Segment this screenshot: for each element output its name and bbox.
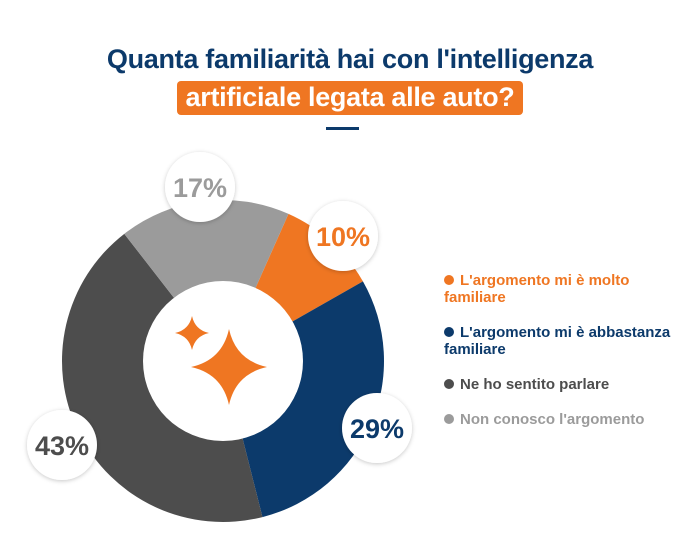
sparkles-icon <box>175 316 267 405</box>
legend-label: L'argomento mi è abbastanza familiare <box>444 324 671 358</box>
legend-label: Non conosco l'argomento <box>460 411 645 428</box>
legend-dot <box>444 379 454 389</box>
legend-label: Ne ho sentito parlare <box>460 376 610 393</box>
data-label-bubble <box>342 393 412 463</box>
chart-title-line1: Quanta familiarità hai con l'intelligenz… <box>106 44 594 74</box>
donut-slice <box>124 200 289 361</box>
legend-item: Ne ho sentito parlare <box>444 376 684 393</box>
data-label-bubble <box>165 152 235 222</box>
data-label: 43% <box>35 431 89 461</box>
data-label-bubble <box>27 410 97 480</box>
legend-item: L'argomento mi è molto familiare <box>444 272 684 306</box>
chart-title-line2-highlight: artificiale legata alle auto? <box>176 81 524 115</box>
legend-item: Non conosco l'argomento <box>444 411 684 428</box>
legend-dot <box>444 275 454 285</box>
data-label: 29% <box>350 414 404 444</box>
legend-item: L'argomento mi è abbastanza familiare <box>444 324 684 358</box>
data-label-bubble <box>308 201 378 271</box>
legend: L'argomento mi è molto familiare L'argom… <box>444 272 684 446</box>
data-label: 10% <box>316 222 370 252</box>
legend-label: L'argomento mi è molto familiare <box>444 272 630 306</box>
legend-dot <box>444 414 454 424</box>
title-divider <box>326 127 359 130</box>
legend-dot <box>444 327 454 337</box>
data-label: 17% <box>173 173 227 203</box>
